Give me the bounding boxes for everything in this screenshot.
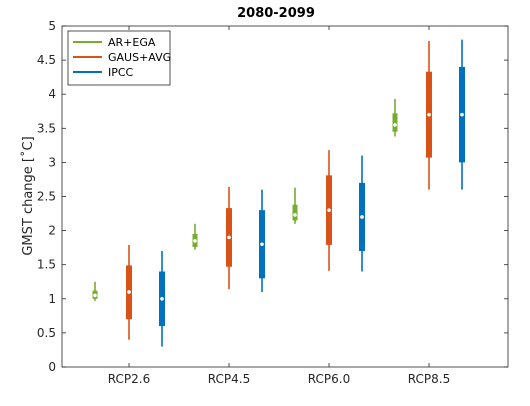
- median-marker: [259, 241, 265, 247]
- x-tick-label: RCP8.5: [408, 372, 450, 386]
- y-tick-label: 0: [48, 360, 56, 374]
- y-tick-label: 1.5: [37, 258, 56, 272]
- median-marker: [192, 238, 198, 244]
- median-marker: [459, 112, 465, 118]
- median-marker: [326, 207, 332, 213]
- median-marker: [359, 214, 365, 220]
- median-marker: [292, 212, 298, 218]
- y-tick-label: 0.5: [37, 326, 56, 340]
- y-tick-label: 2: [48, 224, 56, 238]
- legend: AR+EGA GAUS+AVG IPCC: [67, 30, 171, 86]
- y-tick-label: 2.5: [37, 190, 56, 204]
- y-tick-label: 4.5: [37, 53, 56, 67]
- legend-label: GAUS+AVG: [108, 51, 171, 64]
- median-marker: [159, 296, 165, 302]
- legend-label: AR+EGA: [108, 36, 156, 49]
- legend-label: IPCC: [108, 66, 134, 79]
- y-axis-label: GMST change [˚C]: [20, 136, 36, 255]
- y-tick-label: 3: [48, 155, 56, 169]
- median-marker: [92, 292, 98, 298]
- plot-area: 0 0.5 1 1.5 2 2.5 3 3.5 4 4.5 5 RCP2.6 RCP4.5 RCP6.0 R…: [37, 19, 509, 386]
- y-tick-label: 5: [48, 19, 56, 33]
- y-tick-label: 3.5: [37, 121, 56, 135]
- x-tick-label: RCP2.6: [108, 372, 150, 386]
- y-tick-label: 1: [48, 292, 56, 306]
- median-marker: [126, 289, 132, 295]
- x-tick-label: RCP6.0: [308, 372, 350, 386]
- y-tick-label: 4: [48, 87, 56, 101]
- median-marker: [226, 235, 232, 240]
- x-tick-label: RCP4.5: [208, 372, 250, 386]
- median-marker: [392, 122, 398, 128]
- chart-title: 2080-2099: [237, 6, 315, 21]
- median-marker: [426, 112, 432, 118]
